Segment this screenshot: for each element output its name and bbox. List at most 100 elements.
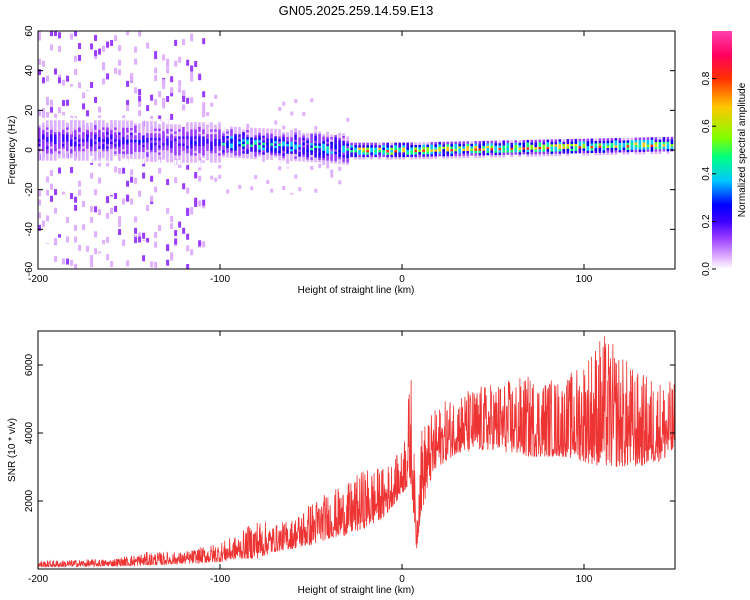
spectrogram-cell (650, 146, 654, 150)
spectrogram-cell (110, 160, 113, 164)
spectrogram-cell (322, 157, 325, 161)
spectrogram-cell (70, 134, 73, 137)
spectrogram-cell (154, 154, 157, 158)
spectrogram-cell (114, 129, 117, 133)
spectrogram-cell (270, 145, 273, 148)
spectrogram-cell (202, 102, 206, 109)
spectrogram-cell (214, 162, 217, 166)
spectrogram-cell (98, 146, 101, 149)
spectrogram-cell (50, 31, 54, 37)
spectrogram-cell (86, 90, 90, 97)
spectrogram-cell (666, 146, 670, 150)
spectrogram-cell (222, 128, 225, 132)
spectrogram-cell (50, 150, 53, 154)
spectrogram-cell (262, 152, 265, 155)
spectrogram-cell (226, 145, 229, 148)
spectrogram-cell (42, 108, 46, 115)
spectrogram-cell (90, 120, 93, 123)
spectrogram-cell (202, 129, 205, 132)
spectrogram-cell (62, 129, 65, 133)
spectrogram-cell (246, 158, 249, 161)
spectrogram-cell (566, 139, 570, 142)
spectrogram-cell (58, 129, 61, 133)
spectrogram-cell (46, 136, 49, 140)
spectrogram-cell (670, 151, 674, 154)
spectrogram-cell (50, 134, 53, 137)
spectrogram-cell (642, 146, 646, 150)
spectrogram-cell (326, 164, 330, 169)
spectrogram-cell (502, 154, 506, 158)
spectrogram-cell (126, 31, 130, 36)
spectrogram-cell (298, 135, 301, 138)
spectrogram-cell (306, 137, 309, 141)
spectrogram-cell (314, 154, 317, 158)
spectrogram-cell (322, 162, 325, 166)
spectrogram-cell (286, 129, 289, 133)
spectrogram-cell (130, 176, 134, 183)
spectrogram-cell (402, 152, 405, 155)
spectrogram-cell (278, 143, 281, 147)
spectrogram-cell (210, 124, 213, 128)
spectrogram-cell (134, 252, 138, 259)
spectrogram-cell (394, 156, 397, 160)
spectrogram-cell (102, 244, 106, 251)
spectrogram-cell (54, 153, 57, 156)
spectrogram-cell (478, 155, 482, 158)
spectrogram-cell (194, 124, 197, 128)
spectrogram-cell (38, 58, 41, 65)
spectrogram-cell (250, 146, 253, 150)
spectrogram-cell (382, 152, 385, 155)
spectrogram-cell (314, 150, 317, 153)
spectrogram-cell (118, 233, 122, 240)
spectrogram-cell (478, 143, 482, 146)
spectrogram-cell (74, 146, 77, 149)
spectrogram-cell (518, 152, 522, 155)
spectrogram-cell (306, 159, 309, 162)
spectrogram-cell (98, 253, 102, 260)
spectrogram-cell (318, 131, 321, 134)
spectrogram-cell (326, 141, 329, 144)
spectrogram-cell (526, 147, 530, 150)
spectrogram-cell (234, 133, 237, 137)
spectrogram-cell (162, 128, 165, 132)
spectrogram-cell (62, 100, 66, 107)
spectrogram-cell (270, 150, 273, 153)
spectrogram-cell (486, 155, 490, 158)
spectrogram-cell (102, 134, 105, 137)
spectrogram-cell (654, 151, 658, 155)
spectrogram-cell (86, 143, 89, 147)
spectrogram-cell (214, 94, 218, 99)
spectrogram-cell (126, 149, 129, 152)
spectrogram-cell (370, 156, 373, 160)
spectrogram-cell (70, 143, 73, 147)
spectrogram-cell (162, 150, 165, 153)
spectrogram-cell (46, 153, 49, 156)
spectrogram-cell (206, 152, 209, 156)
spectrogram-cell (102, 158, 105, 161)
spectrogram-cell (298, 149, 301, 152)
spectrogram-cell (230, 145, 233, 149)
spectrogram-cell (490, 152, 494, 156)
spectrogram-cell (174, 143, 177, 146)
spectrogram-cell (410, 151, 413, 155)
spectrogram-cell (118, 155, 121, 159)
spectrogram-cell (598, 150, 602, 153)
spectrogram-cell (98, 160, 101, 164)
spectrogram-cell (114, 132, 117, 135)
spectrogram-cell (78, 143, 81, 147)
spectrogram-cell (62, 117, 65, 121)
spectrogram-cell (290, 148, 293, 152)
spectrogram-cell (162, 130, 165, 134)
spectrogram-cell (202, 241, 206, 248)
spectrogram-cell (66, 216, 70, 223)
spectrogram-cell (322, 133, 325, 137)
spectrogram-cell (98, 129, 101, 133)
spectrogram-cell (142, 149, 145, 153)
spectrogram-cell (306, 144, 309, 148)
spectrogram-cell (294, 151, 297, 155)
spectrogram-cell (206, 131, 209, 135)
spectrogram-cell (198, 148, 201, 151)
spectrogram-cell (166, 133, 169, 137)
spectrogram-cell (342, 135, 345, 139)
spectrogram-cell (150, 123, 153, 127)
